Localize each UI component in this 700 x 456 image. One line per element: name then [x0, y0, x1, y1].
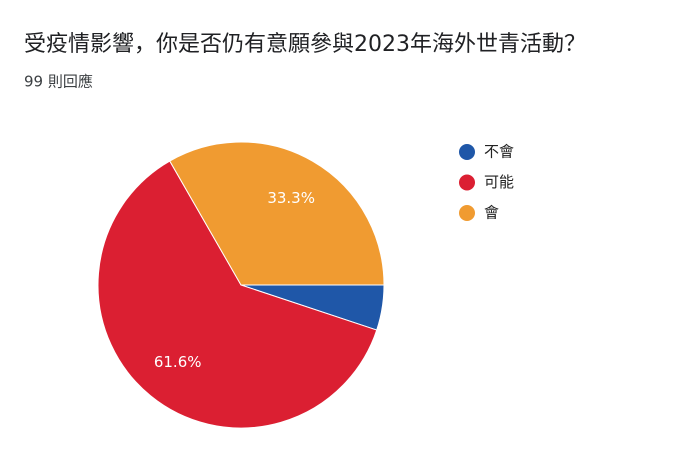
slice-label: 33.3% — [267, 189, 315, 207]
legend-label: 會 — [484, 204, 499, 222]
pie-slice — [169, 141, 385, 286]
legend-swatch — [459, 205, 475, 221]
legend-swatch — [459, 174, 475, 191]
chart-title: 受疫情影響，你是否仍有意願參與2023年海外世青活動？ — [24, 32, 586, 57]
legend-swatch — [459, 144, 475, 160]
legend-label: 可能 — [484, 173, 514, 191]
pie-slice — [97, 160, 378, 429]
chart-subtitle: 99 則回應 — [24, 73, 93, 91]
legend-label: 不會 — [484, 143, 514, 161]
slice-label: 61.6% — [154, 353, 202, 371]
